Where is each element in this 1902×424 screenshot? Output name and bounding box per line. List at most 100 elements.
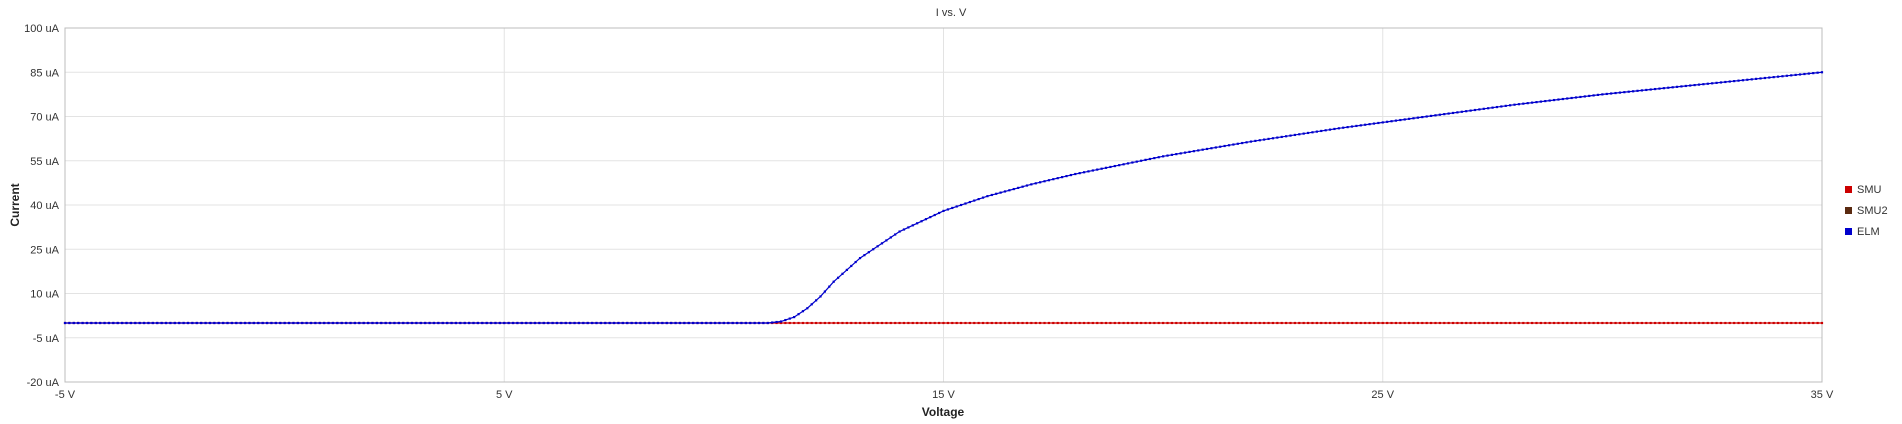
data-point: [1293, 321, 1296, 325]
data-point: [1276, 136, 1279, 139]
data-point: [938, 211, 941, 215]
data-point: [375, 321, 378, 325]
data-point: [1276, 321, 1279, 325]
data-point: [1153, 321, 1156, 325]
data-point: [1588, 94, 1591, 98]
data-point: [1658, 321, 1661, 325]
data-point: [722, 321, 725, 325]
data-point: [1364, 123, 1367, 126]
data-point: [1223, 321, 1226, 325]
data-point: [990, 321, 993, 325]
data-point: [1662, 87, 1665, 90]
data-point: [454, 321, 458, 325]
data-point: [1170, 321, 1174, 325]
data-point: [353, 321, 357, 325]
data-point: [301, 321, 304, 325]
data-point: [283, 321, 286, 325]
data-point: [252, 321, 255, 325]
data-point: [1772, 321, 1775, 325]
data-point: [1170, 153, 1174, 156]
data-point: [1473, 108, 1477, 112]
data-point: [898, 321, 901, 325]
data-point: [1104, 321, 1108, 325]
data-point: [1201, 321, 1204, 325]
data-point: [1706, 82, 1709, 85]
data-point: [274, 321, 277, 325]
data-point: [1487, 107, 1490, 110]
data-point: [1776, 321, 1780, 325]
data-point: [920, 220, 923, 223]
data-point: [1091, 169, 1094, 172]
data-point: [1320, 129, 1323, 133]
data-point: [1473, 321, 1477, 325]
data-point: [1588, 321, 1591, 325]
data-point: [643, 321, 646, 325]
data-point: [384, 321, 387, 325]
data-point: [481, 321, 484, 325]
x-tick-label: 5 V: [496, 389, 513, 401]
data-point: [608, 321, 611, 325]
data-point: [555, 321, 559, 325]
data-point: [920, 321, 923, 325]
data-point: [1640, 321, 1644, 325]
data-point: [1561, 321, 1564, 325]
data-point: [520, 321, 523, 325]
y-axis-title: Current: [8, 183, 22, 226]
data-point: [371, 321, 374, 325]
data-point: [1680, 85, 1683, 88]
data-point: [1087, 321, 1090, 325]
data-point: [178, 321, 181, 325]
data-point: [1232, 321, 1235, 325]
data-point: [489, 321, 493, 325]
data-point: [1355, 321, 1358, 325]
data-point: [872, 248, 875, 251]
data-point: [1012, 187, 1015, 191]
data-point: [366, 321, 370, 325]
data-point: [986, 195, 989, 198]
data-point: [1649, 321, 1652, 325]
data-point: [459, 321, 462, 325]
data-point: [1368, 123, 1371, 126]
data-point: [1350, 125, 1354, 128]
data-point: [1122, 163, 1125, 166]
data-point: [1320, 321, 1323, 325]
data-point: [639, 321, 642, 325]
data-point: [1495, 105, 1499, 109]
data-point: [929, 215, 932, 219]
data-point: [968, 321, 971, 325]
data-point: [186, 321, 190, 325]
data-point: [428, 321, 431, 325]
data-point: [292, 321, 295, 325]
data-point: [665, 321, 668, 325]
x-axis-title: Voltage: [922, 405, 965, 419]
legend-item-smu: SMU: [1845, 184, 1882, 196]
data-point: [1623, 321, 1626, 325]
data-point: [1517, 321, 1521, 325]
data-point: [872, 321, 875, 325]
y-tick-label: 25 uA: [30, 244, 59, 256]
data-point: [1039, 181, 1042, 184]
data-point: [1065, 174, 1068, 178]
data-point: [1465, 110, 1468, 113]
data-point: [1003, 190, 1007, 193]
data-point: [867, 251, 870, 254]
data-point: [1381, 121, 1384, 124]
data-point: [1047, 321, 1051, 325]
data-point: [885, 239, 888, 242]
data-point: [981, 321, 985, 325]
data-point: [1153, 156, 1156, 160]
data-point: [942, 321, 945, 325]
data-point: [1131, 321, 1134, 325]
data-point: [1728, 80, 1731, 83]
data-point: [793, 316, 796, 319]
data-point: [1719, 81, 1723, 84]
data-point: [1109, 321, 1112, 325]
data-point: [1460, 321, 1463, 325]
data-point: [569, 321, 572, 325]
data-point: [1372, 122, 1376, 125]
data-point: [1241, 141, 1244, 145]
data-point: [1544, 99, 1547, 103]
data-point: [1399, 118, 1402, 122]
data-point: [362, 321, 365, 325]
